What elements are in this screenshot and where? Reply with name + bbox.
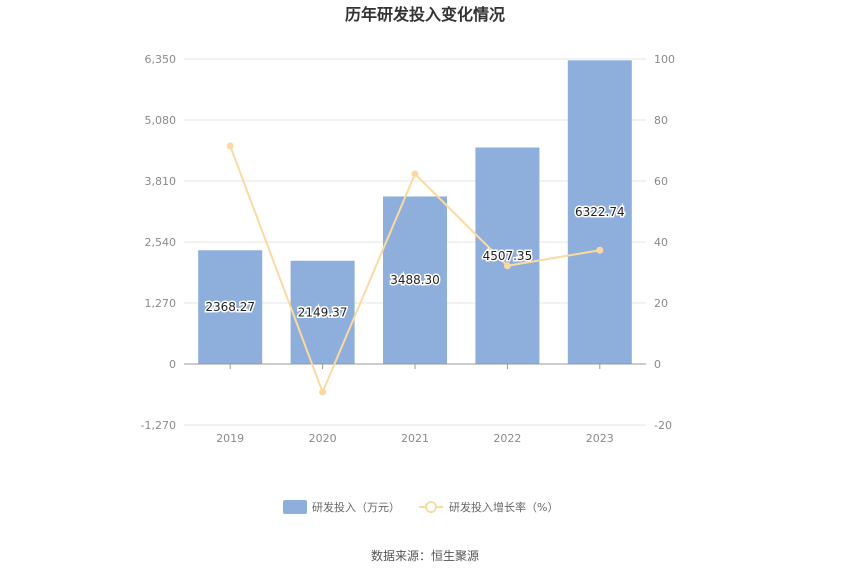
bar-value-label-2020: 2149.37 bbox=[298, 305, 348, 319]
x-tick-label: 2020 bbox=[309, 432, 337, 445]
growth-rate-point-2021[interactable] bbox=[411, 170, 419, 178]
bar-2019[interactable] bbox=[198, 250, 263, 364]
x-tick-label: 2022 bbox=[493, 432, 521, 445]
legend: 研发投入（万元） 研发投入增长率（%） bbox=[283, 500, 558, 514]
legend-swatch-bar[interactable] bbox=[283, 500, 307, 514]
bar-2022[interactable] bbox=[475, 147, 540, 364]
bar-value-label-2019: 2368.27 bbox=[205, 300, 255, 314]
legend-label-line: 研发投入增长率（%） bbox=[449, 500, 558, 514]
y-left-tick-label: 1,270 bbox=[145, 297, 177, 310]
axes: 6,350 5,080 3,810 2,540 1,270 0 -1,270 100 80 60 4… bbox=[141, 53, 675, 445]
line-series bbox=[226, 142, 604, 396]
y-left-tick-label: 3,810 bbox=[145, 175, 177, 188]
y-left-tick-label: 2,540 bbox=[145, 236, 177, 249]
bar-value-label-2022: 4507.35 bbox=[483, 249, 533, 263]
source-note: 数据来源：恒生聚源 bbox=[371, 548, 479, 563]
chart-title: 历年研发投入变化情况 bbox=[345, 5, 505, 24]
bar-2023[interactable] bbox=[567, 60, 632, 365]
y-right-tick-label: 40 bbox=[654, 236, 668, 249]
y-right-tick-label: 20 bbox=[654, 297, 668, 310]
growth-rate-point-2020[interactable] bbox=[319, 388, 327, 396]
x-tick-label: 2019 bbox=[216, 432, 244, 445]
x-tick-label: 2021 bbox=[401, 432, 429, 445]
y-right-tick-label: 0 bbox=[654, 358, 661, 371]
y-right-tick-label: 80 bbox=[654, 114, 668, 127]
bar-series bbox=[198, 60, 632, 365]
y-left-tick-label: -1,270 bbox=[141, 419, 176, 432]
legend-swatch-line-marker bbox=[425, 501, 437, 513]
y-right-tick-label: -20 bbox=[654, 419, 672, 432]
y-left-tick-label: 6,350 bbox=[145, 53, 177, 66]
growth-rate-point-2023[interactable] bbox=[596, 246, 604, 254]
data-labels: 2368.27 2149.37 3488.30 4507.35 6322.74 bbox=[204, 204, 626, 321]
y-left-tick-label: 0 bbox=[169, 358, 176, 371]
growth-rate-point-2022[interactable] bbox=[503, 262, 511, 270]
y-left-tick-label: 5,080 bbox=[145, 114, 177, 127]
bar-value-label-2023: 6322.74 bbox=[575, 205, 625, 219]
y-right-tick-label: 60 bbox=[654, 175, 668, 188]
bar-value-label-2021: 3488.30 bbox=[390, 273, 440, 287]
y-right-tick-label: 100 bbox=[654, 53, 675, 66]
x-tick-label: 2023 bbox=[586, 432, 614, 445]
growth-rate-point-2019[interactable] bbox=[226, 142, 234, 150]
bar-2020[interactable] bbox=[290, 260, 355, 364]
legend-label-bar: 研发投入（万元） bbox=[312, 500, 400, 514]
